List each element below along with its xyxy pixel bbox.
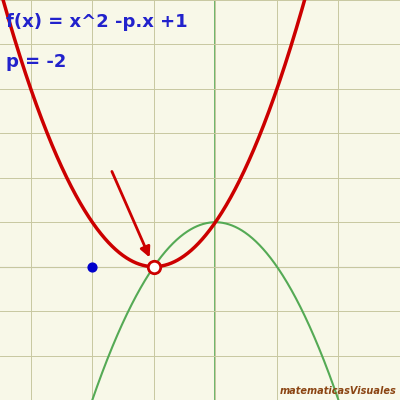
Text: p = -2: p = -2 bbox=[6, 53, 66, 71]
Point bbox=[151, 264, 157, 270]
Text: f(x) = x^2 -p.x +1: f(x) = x^2 -p.x +1 bbox=[6, 13, 188, 31]
Point bbox=[89, 264, 96, 270]
Text: matematicasVisuales: matematicasVisuales bbox=[280, 386, 397, 396]
